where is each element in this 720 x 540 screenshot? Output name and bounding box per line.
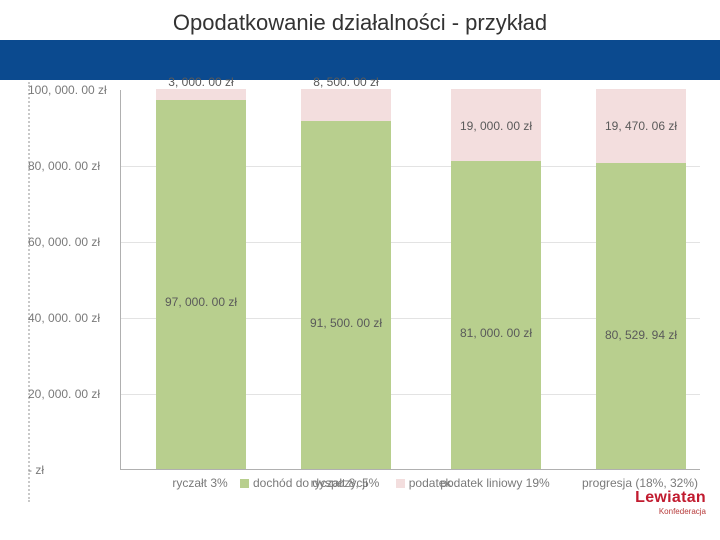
bar-value-label: 8, 500. 00 zł (313, 75, 378, 89)
header-band (0, 40, 720, 80)
bar-value-label: 91, 500. 00 zł (310, 316, 382, 330)
bar-value-label: 81, 000. 00 zł (460, 326, 532, 340)
bar-segment-podatek: 3, 000. 00 zł (156, 89, 246, 100)
bar-group: 3, 000. 00 zł 97, 000. 00 zł (156, 89, 246, 469)
bar-value-label: 19, 000. 00 zł (460, 119, 532, 133)
bar-value-label: 3, 000. 00 zł (168, 75, 233, 89)
bar-segment-podatek: 19, 000. 00 zł (451, 89, 541, 161)
y-tick-label: - zł (28, 463, 118, 477)
y-tick-label: 100, 000. 00 zł (28, 83, 118, 97)
legend-item: podatek (396, 476, 452, 490)
legend-swatch (240, 479, 249, 488)
y-tick-label: 40, 000. 00 zł (28, 311, 118, 325)
bar-segment-dochod: 81, 000. 00 zł (451, 161, 541, 469)
x-tick-label: ryczałt 3% (172, 476, 227, 490)
bar-segment-dochod: 97, 000. 00 zł (156, 100, 246, 469)
legend-swatch (396, 479, 405, 488)
bar-group: 19, 000. 00 zł 81, 000. 00 zł (451, 89, 541, 469)
plot-area: 3, 000. 00 zł 97, 000. 00 zł 8, 500. 00 zł… (120, 90, 700, 470)
y-tick-label: 20, 000. 00 zł (28, 387, 118, 401)
y-tick-label: 60, 000. 00 zł (28, 235, 118, 249)
page-title: Opodatkowanie działalności - przykład (0, 10, 720, 36)
bar-segment-dochod: 91, 500. 00 zł (301, 121, 391, 469)
bar-value-label: 97, 000. 00 zł (165, 295, 237, 309)
legend: dochód do dyspozycji podatek (240, 476, 640, 490)
logo: Lewiatan Konfederacja (635, 489, 706, 516)
bar-value-label: 19, 470. 06 zł (605, 119, 677, 133)
legend-label: dochód do dyspozycji (253, 476, 368, 490)
bar-segment-podatek: 19, 470. 06 zł (596, 89, 686, 163)
bar-group: 8, 500. 00 zł 91, 500. 00 zł (301, 89, 391, 469)
y-axis: 100, 000. 00 zł80, 000. 00 zł60, 000. 00… (30, 90, 120, 500)
bar-value-label: 80, 529. 94 zł (605, 328, 677, 342)
bar-group: 19, 470. 06 zł 80, 529. 94 zł (596, 89, 686, 469)
logo-sub: Konfederacja (635, 507, 706, 516)
bar-segment-dochod: 80, 529. 94 zł (596, 163, 686, 469)
chart: 100, 000. 00 zł80, 000. 00 zł60, 000. 00… (30, 90, 700, 500)
y-tick-label: 80, 000. 00 zł (28, 159, 118, 173)
legend-label: podatek (409, 476, 452, 490)
logo-main: Lewiatan (635, 489, 706, 507)
bar-segment-podatek: 8, 500. 00 zł (301, 89, 391, 121)
legend-item: dochód do dyspozycji (240, 476, 368, 490)
